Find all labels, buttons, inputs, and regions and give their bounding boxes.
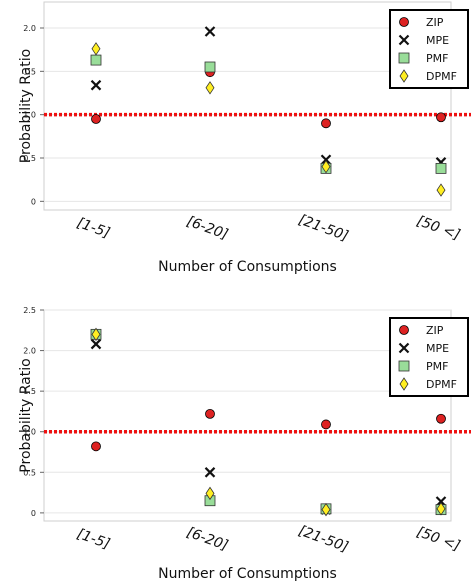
data-point [90,79,102,91]
data-point [320,154,332,166]
legend-marker [399,325,409,335]
x-tick-label: [21-50] [296,212,350,245]
data-point [321,419,331,430]
data-point [321,502,331,517]
x-tick-label: [6-20] [185,524,231,554]
y-axis-label: Probability Ratio [18,358,34,472]
y-tick-label: 1.0 [23,111,36,120]
x-tick-label: [50 <] [415,524,463,554]
y-tick-label: 0.5 [23,468,36,477]
data-point [204,26,216,37]
legend-marker [399,17,409,27]
x-tick-label: [1-5] [75,526,112,553]
data-point [436,183,446,197]
data-point [321,159,331,174]
series-dpmf [91,42,446,197]
legend-label: ZIP [426,324,444,337]
legend-marker [399,377,409,391]
data-point [91,327,101,342]
y-tick-label: 2.5 [23,306,36,315]
data-point [204,467,216,478]
y-tick-label: 1.0 [23,428,36,437]
x-tick-label: [50 <] [415,213,463,243]
data-point [91,114,101,124]
data-point [205,486,215,501]
data-point [204,61,216,73]
legend: ZIP MPE PMF DPMF [389,9,469,89]
chart-panel-2: 0 0.5 1.0 1.5 2.0 2.5 [1-5] [6-20] [21-50] [50 <]… [18,306,471,582]
legend-label: MPE [426,342,449,355]
y-tick-label: 2.0 [23,347,36,356]
plot-area [43,1,452,211]
legend-label: ZIP [426,16,444,29]
x-tick-label: [1-5] [75,215,112,242]
y-axis-label: Probability Ratio [18,49,34,163]
legend: ZIP MPE PMF DPMF [389,317,469,397]
data-point [321,118,331,129]
series-dpmf [91,327,446,517]
data-point [436,112,446,123]
series-zip [91,408,446,452]
y-tick-label: 1.5 [23,387,36,396]
y-tick-label: 0.5 [23,154,36,163]
y-tick-label: 0 [31,509,36,518]
legend-marker [399,69,409,83]
y-tick-label: 1.5 [23,67,36,76]
legend-marker [398,342,410,354]
legend-label: PMF [426,360,448,373]
x-axis-label: Number of Consumptions [158,566,337,582]
legend-label: MPE [426,34,449,47]
legend-label: PMF [426,52,448,65]
data-point [91,441,101,452]
data-point [91,42,101,56]
data-point [205,408,215,419]
legend-label: DPMF [426,70,457,83]
x-tick-label: [21-50] [296,523,350,556]
y-tick-label: 2.0 [23,24,36,33]
data-point [205,81,215,95]
data-point [436,502,446,516]
legend-label: DPMF [426,378,457,391]
data-point [90,54,102,66]
legend-marker [398,52,410,64]
chart-panel-1: 0 0.5 1.0 1.5 2.0 [1-5] [6-20] [21-50] [50 <] Num… [18,1,471,275]
data-point [90,338,102,350]
y-tick-label: 0 [31,197,36,206]
x-axis-label: Number of Consumptions [158,259,337,275]
legend-marker [398,34,410,46]
x-tick-label: [6-20] [185,213,231,243]
data-point [436,413,446,424]
legend-marker [398,360,410,372]
data-point [435,162,447,174]
